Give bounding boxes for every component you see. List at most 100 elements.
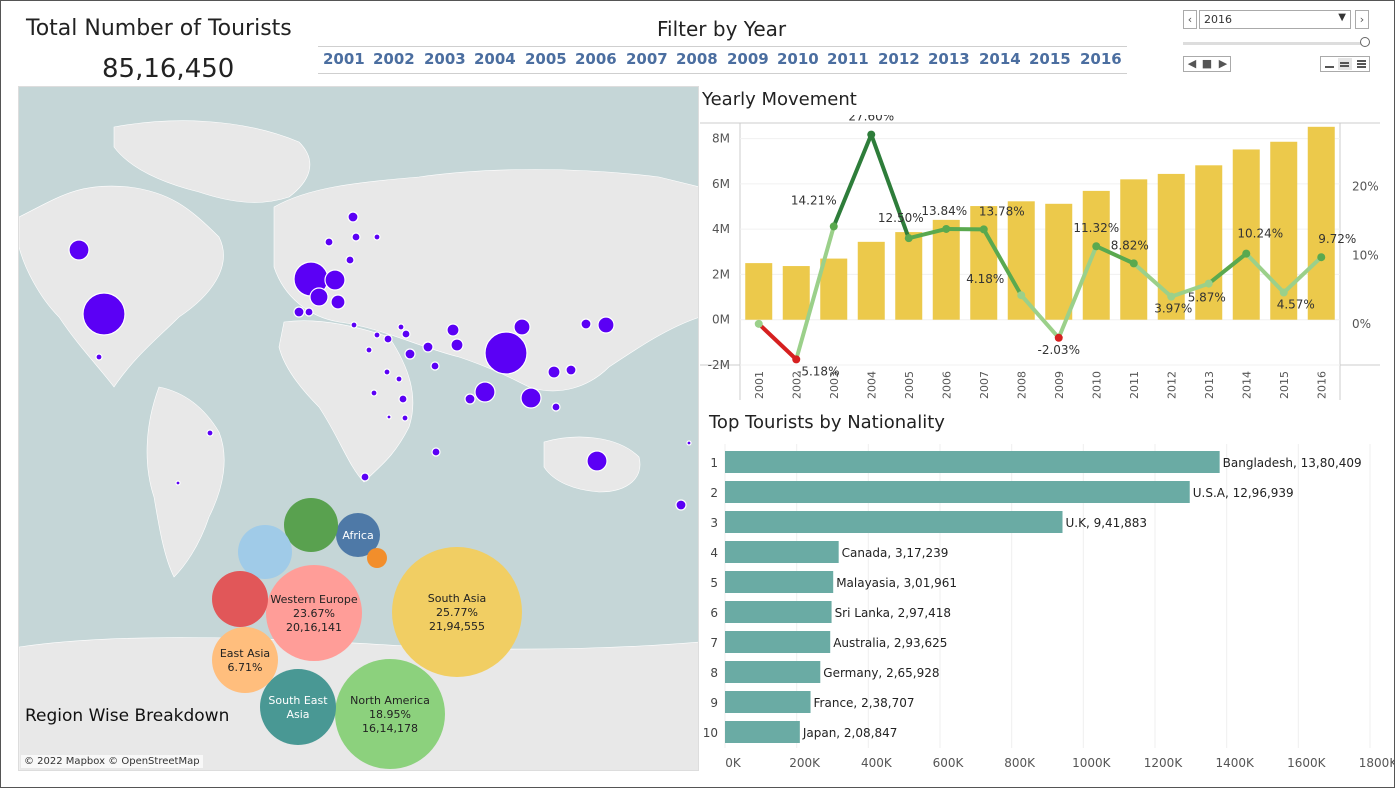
year-button-2013[interactable]: 2013 xyxy=(928,50,970,68)
growth-point[interactable] xyxy=(1167,292,1176,301)
tourist-origin-point[interactable] xyxy=(422,341,434,353)
year-button-2004[interactable]: 2004 xyxy=(474,50,516,68)
tourist-origin-point[interactable] xyxy=(446,323,460,337)
nationality-bar[interactable] xyxy=(725,571,834,593)
growth-point[interactable] xyxy=(1204,279,1213,288)
region-bubble[interactable] xyxy=(367,548,387,568)
yearly-bar[interactable] xyxy=(1195,165,1223,320)
nationality-bar[interactable] xyxy=(725,661,821,683)
tourist-origin-point[interactable] xyxy=(324,269,346,291)
year-button-2011[interactable]: 2011 xyxy=(827,50,869,68)
nationality-bar[interactable] xyxy=(725,541,839,563)
tourist-origin-point[interactable] xyxy=(68,239,90,261)
region-bubble[interactable] xyxy=(260,669,336,745)
tourist-origin-point[interactable] xyxy=(513,318,531,336)
year-slider-thumb[interactable] xyxy=(1360,37,1370,47)
map-credit[interactable]: © 2022 Mapbox © OpenStreetMap xyxy=(21,755,203,768)
tourist-origin-point[interactable] xyxy=(373,331,381,339)
medium-speed-icon[interactable] xyxy=(1338,58,1352,70)
year-button-2002[interactable]: 2002 xyxy=(373,50,415,68)
year-button-2003[interactable]: 2003 xyxy=(424,50,466,68)
tourist-origin-point[interactable] xyxy=(293,306,305,318)
world-map[interactable]: Western Europe 23.67% 20,16,141 South Asia 2… xyxy=(18,86,699,771)
tourist-origin-point[interactable] xyxy=(175,480,181,486)
tourist-origin-point[interactable] xyxy=(206,429,214,437)
growth-point[interactable] xyxy=(829,222,838,231)
tourist-origin-point[interactable] xyxy=(520,387,542,409)
region-bubble[interactable] xyxy=(212,627,278,693)
yearly-bar[interactable] xyxy=(895,232,923,320)
year-button-2016[interactable]: 2016 xyxy=(1080,50,1122,68)
yearly-movement-chart[interactable]: 8M 6M 4M 2M 0M -2M 20% 10% 0% 2001 2002 2003 2004 200… xyxy=(700,115,1395,405)
yearly-bar[interactable] xyxy=(932,219,960,320)
nationality-bar[interactable] xyxy=(725,601,832,623)
tourist-origin-point[interactable] xyxy=(474,381,496,403)
yearly-bar[interactable] xyxy=(745,263,773,320)
tourist-origin-point[interactable] xyxy=(565,364,577,376)
year-button-2014[interactable]: 2014 xyxy=(979,50,1021,68)
year-button-2015[interactable]: 2015 xyxy=(1029,50,1071,68)
region-bubble[interactable] xyxy=(238,525,292,579)
tourist-origin-point[interactable] xyxy=(345,255,355,265)
region-bubble[interactable] xyxy=(212,571,268,627)
tourist-origin-point[interactable] xyxy=(484,331,528,375)
fast-speed-icon[interactable] xyxy=(1357,60,1366,68)
region-bubble[interactable] xyxy=(266,565,362,661)
yearly-bar[interactable] xyxy=(970,206,998,320)
region-bubble[interactable] xyxy=(336,513,380,557)
year-button-2005[interactable]: 2005 xyxy=(525,50,567,68)
tourist-origin-point[interactable] xyxy=(351,232,361,242)
tourist-origin-point[interactable] xyxy=(373,233,381,241)
nationality-bar[interactable] xyxy=(725,691,811,713)
tourist-origin-point[interactable] xyxy=(309,287,329,307)
tourist-origin-point[interactable] xyxy=(431,447,441,457)
year-button-2012[interactable]: 2012 xyxy=(878,50,920,68)
next-year-button[interactable]: › xyxy=(1355,10,1369,29)
year-slider-track[interactable] xyxy=(1183,42,1365,45)
tourist-origin-point[interactable] xyxy=(551,402,561,412)
region-bubble[interactable] xyxy=(284,498,338,552)
growth-point[interactable] xyxy=(979,225,988,234)
growth-point[interactable] xyxy=(754,319,763,328)
yearly-bar[interactable] xyxy=(1045,203,1073,320)
yearly-bar[interactable] xyxy=(820,258,848,320)
tourist-origin-point[interactable] xyxy=(330,294,346,310)
tourist-origin-point[interactable] xyxy=(324,237,334,247)
tourist-origin-point[interactable] xyxy=(547,365,561,379)
tourist-origin-point[interactable] xyxy=(95,353,103,361)
tourist-origin-point[interactable] xyxy=(360,472,370,482)
growth-point[interactable] xyxy=(1279,288,1288,297)
nationality-bar[interactable] xyxy=(725,481,1190,503)
tourist-origin-point[interactable] xyxy=(597,316,615,334)
yearly-bar[interactable] xyxy=(1007,201,1035,320)
tourist-origin-point[interactable] xyxy=(347,211,359,223)
tourist-origin-point[interactable] xyxy=(430,361,440,371)
tourist-origin-point[interactable] xyxy=(675,499,687,511)
tourist-origin-point[interactable] xyxy=(404,348,416,360)
growth-point[interactable] xyxy=(1017,291,1026,300)
stop-icon[interactable]: ■ xyxy=(1201,57,1213,70)
year-button-2006[interactable]: 2006 xyxy=(575,50,617,68)
growth-point[interactable] xyxy=(1129,259,1138,268)
growth-point[interactable] xyxy=(904,234,913,243)
tourist-origin-point[interactable] xyxy=(686,440,692,446)
top-nationality-chart[interactable]: 0K 200K 400K 600K 800K 1000K 1200K 1400K 1600K 18… xyxy=(700,440,1395,780)
tourist-origin-point[interactable] xyxy=(383,368,391,376)
growth-point[interactable] xyxy=(867,130,876,139)
tourist-origin-point[interactable] xyxy=(370,389,378,397)
tourist-origin-point[interactable] xyxy=(82,292,126,336)
growth-point[interactable] xyxy=(1317,253,1326,262)
slow-speed-icon[interactable] xyxy=(1325,66,1334,68)
step-back-icon[interactable]: ◀ xyxy=(1187,57,1197,70)
yearly-bar[interactable] xyxy=(857,241,885,320)
year-button-2008[interactable]: 2008 xyxy=(676,50,718,68)
nationality-bar[interactable] xyxy=(725,631,831,653)
tourist-origin-point[interactable] xyxy=(450,338,464,352)
tourist-origin-point[interactable] xyxy=(401,329,411,339)
nationality-bar[interactable] xyxy=(725,721,800,743)
tourist-origin-point[interactable] xyxy=(304,307,314,317)
yearly-bar[interactable] xyxy=(1232,149,1260,320)
growth-point[interactable] xyxy=(1242,249,1251,258)
nationality-bar[interactable] xyxy=(725,511,1063,533)
play-icon[interactable]: ▶ xyxy=(1218,57,1228,70)
